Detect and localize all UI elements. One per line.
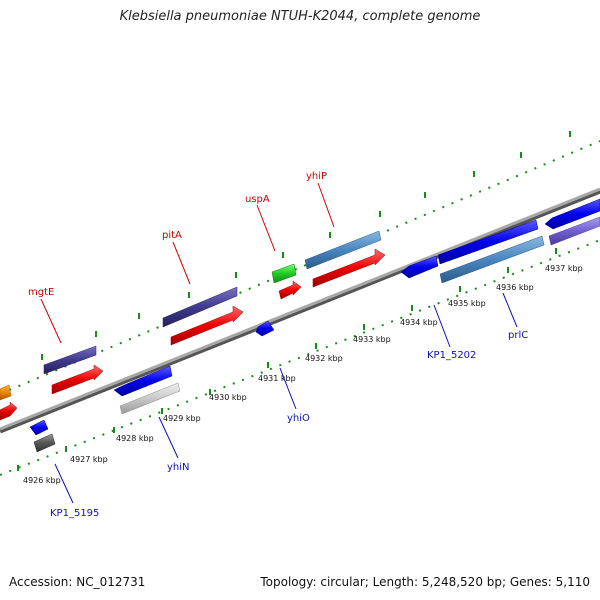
gene-blue-small-left xyxy=(29,419,49,436)
kbp-label: 4932 kbp xyxy=(305,354,343,363)
gene-mgtE xyxy=(51,364,104,395)
gene-KP1_5195 xyxy=(33,433,56,453)
kbp-label: 4929 kbp xyxy=(163,414,201,423)
backbone-shadow xyxy=(0,188,600,434)
kbp-label: 4931 kbp xyxy=(258,374,296,383)
gene-blue-right xyxy=(544,198,600,230)
kbp-label: 4930 kbp xyxy=(209,393,247,402)
gene-orange-partial xyxy=(0,384,12,401)
gene-yhiN xyxy=(119,382,181,415)
gene-yhiO xyxy=(255,320,275,337)
upper-major-ticks xyxy=(0,131,571,397)
gene-uspA xyxy=(278,280,302,300)
kbp-label: 4933 kbp xyxy=(353,335,391,344)
reverse-strand-genes xyxy=(29,198,600,453)
gene-label-pitA: pitA xyxy=(162,230,182,241)
gene-prlC xyxy=(439,235,545,284)
kbp-label: 4926 kbp xyxy=(23,476,61,485)
gene-label-yhiP: yhiP xyxy=(306,171,327,182)
lower-major-ticks xyxy=(17,248,557,471)
gene-label-KP1_5195: KP1_5195 xyxy=(50,508,99,519)
gene-lavender-right xyxy=(548,216,600,246)
gene-yhiP-upper xyxy=(304,230,382,270)
kbp-label: 4936 kbp xyxy=(496,283,534,292)
accession-text: Accession: NC_012731 xyxy=(9,575,146,589)
scale-labels: 4926 kbp 4927 kbp 4928 kbp 4929 kbp 4930… xyxy=(23,264,583,485)
gene-mgtE-upper xyxy=(43,345,97,375)
gene-pitA xyxy=(170,305,244,346)
gene-yhiP xyxy=(312,248,386,288)
gene-pitA-upper xyxy=(162,286,238,328)
gene-label-yhiN: yhiN xyxy=(167,462,190,473)
kbp-label: 4928 kbp xyxy=(116,434,154,443)
kbp-label: 4934 kbp xyxy=(400,318,438,327)
label-leaders-bottom xyxy=(54,292,518,504)
gene-label-yhiO: yhiO xyxy=(287,413,310,424)
label-leaders-top xyxy=(40,182,335,344)
gene-label-KP1_5202: KP1_5202 xyxy=(427,350,476,361)
kbp-label: 4937 kbp xyxy=(545,264,583,273)
genome-summary-text: Topology: circular; Length: 5,248,520 bp… xyxy=(260,575,590,589)
gene-label-uspA: uspA xyxy=(245,194,270,205)
backbone xyxy=(0,187,600,431)
kbp-label: 4927 kbp xyxy=(70,455,108,464)
gene-label-prlC: prlC xyxy=(508,330,528,341)
gene-uspA-green xyxy=(271,263,297,284)
gene-yhiN-blue xyxy=(113,365,173,397)
gene-blue-long xyxy=(437,219,539,265)
lower-tick-rail xyxy=(0,239,600,476)
gene-label-mgtE: mgtE xyxy=(28,287,54,298)
map-title: Klebsiella pneumoniae NTUH-K2044, comple… xyxy=(119,9,481,24)
kbp-label: 4935 kbp xyxy=(448,299,486,308)
forward-strand-genes xyxy=(0,230,386,421)
gene-red-partial xyxy=(0,401,18,421)
gene-KP1_5202 xyxy=(400,255,439,279)
